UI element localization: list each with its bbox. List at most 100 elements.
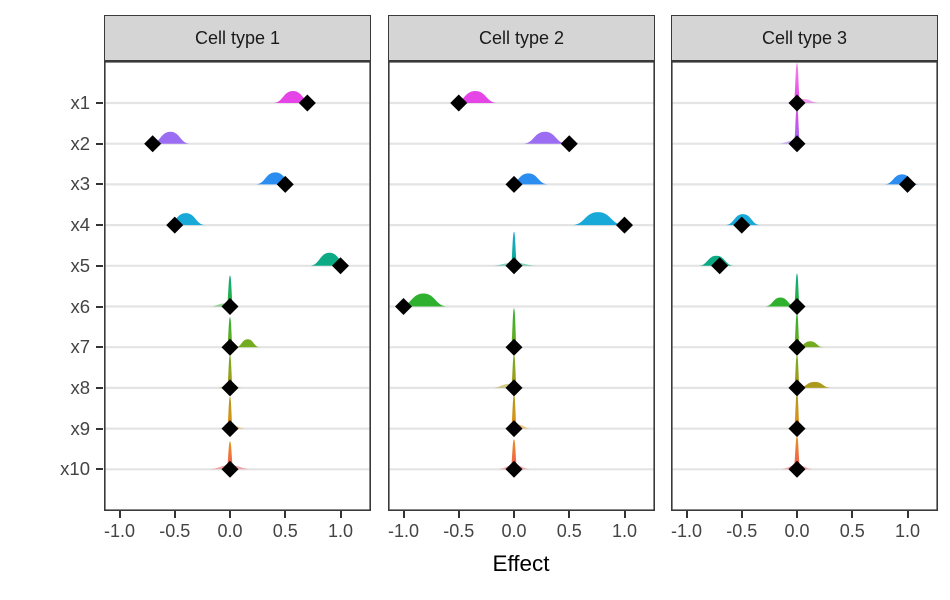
point-diamond-x7 xyxy=(788,338,806,356)
y-tick-mark xyxy=(96,346,103,349)
y-tick-label-x2: x2 xyxy=(70,132,90,154)
y-tick-mark xyxy=(96,427,103,430)
facet-strip-cell-type-1: Cell type 1 xyxy=(104,15,371,61)
ridge-density-x4 xyxy=(571,212,625,226)
point-diamond-x9 xyxy=(221,420,239,438)
ridge-density-x8 xyxy=(793,354,801,388)
point-diamond-x6 xyxy=(221,298,239,315)
point-diamond-x5 xyxy=(505,257,523,275)
ridge-density-x8 xyxy=(510,354,518,388)
ridge-density-x9 xyxy=(226,396,234,429)
facet-label: Cell type 2 xyxy=(478,27,565,48)
point-diamond-x5 xyxy=(711,257,729,275)
y-tick-mark xyxy=(96,386,103,389)
ridge-density-x2 xyxy=(793,107,801,144)
ridge-density-x7 xyxy=(510,308,518,348)
point-diamond-x7 xyxy=(221,338,239,356)
point-diamond-x2 xyxy=(788,135,806,153)
x-tick-label: 0.5 xyxy=(556,521,582,541)
ridge-density-x7 xyxy=(226,317,234,348)
x-tick-label: 0.0 xyxy=(501,521,527,541)
x-tick-label: -1.0 xyxy=(103,521,136,541)
point-diamond-x10 xyxy=(788,460,806,478)
point-diamond-x6 xyxy=(395,298,412,315)
y-tick-mark xyxy=(96,183,103,186)
panel-plot-area-3 xyxy=(671,61,938,511)
x-tick-mark xyxy=(513,511,515,518)
point-diamond-x3 xyxy=(276,175,294,193)
point-diamond-x10 xyxy=(505,460,523,478)
ridge-density-x5 xyxy=(510,231,518,266)
point-diamond-x2 xyxy=(560,135,578,153)
point-diamond-x6 xyxy=(788,298,806,315)
panel-plot-area-1 xyxy=(104,61,371,511)
y-tick-mark xyxy=(96,224,103,227)
x-tick-mark xyxy=(568,511,571,518)
y-tick-label-x6: x6 xyxy=(70,295,90,317)
facet-strip-cell-type-2: Cell type 2 xyxy=(388,15,655,61)
x-tick-label: 1.0 xyxy=(611,521,638,541)
point-diamond-x5 xyxy=(332,257,349,275)
point-diamond-x4 xyxy=(616,216,633,234)
y-tick-label-x1: x1 xyxy=(70,92,90,113)
y-tick-label-x9: x9 xyxy=(70,417,90,439)
point-diamond-x9 xyxy=(505,420,523,438)
point-diamond-x3 xyxy=(505,175,523,193)
ridge-density-x9 xyxy=(793,392,801,429)
ridge-density-x1 xyxy=(793,63,801,103)
x-tick-mark xyxy=(339,511,342,518)
point-diamond-x1 xyxy=(450,94,468,112)
ridge-density-x8 xyxy=(226,354,234,388)
x-tick-mark xyxy=(906,511,909,518)
x-tick-mark xyxy=(457,511,460,518)
x-tick-label: -0.5 xyxy=(726,521,758,541)
y-tick-label-x7: x7 xyxy=(70,336,90,358)
y-tick-mark xyxy=(96,142,103,145)
facet-strip-cell-type-3: Cell type 3 xyxy=(671,15,938,61)
point-diamond-x3 xyxy=(899,175,916,193)
ridge-density-x6 xyxy=(226,275,234,307)
point-diamond-x1 xyxy=(788,94,806,112)
point-diamond-x9 xyxy=(788,420,806,438)
ridge-density-x9 xyxy=(510,394,518,429)
panel-plot-area-2 xyxy=(388,61,655,511)
x-tick-mark xyxy=(229,511,231,518)
x-tick-label: 0.5 xyxy=(272,521,298,541)
x-tick-mark xyxy=(685,511,688,518)
x-tick-label: -0.5 xyxy=(159,521,191,541)
ridge-density-x7 xyxy=(235,339,260,348)
x-tick-mark xyxy=(402,511,405,518)
x-tick-mark xyxy=(740,511,743,518)
y-tick-label-x5: x5 xyxy=(70,254,90,276)
panel-border xyxy=(388,61,655,511)
x-tick-label: 1.0 xyxy=(894,521,921,541)
ridge-density-x10 xyxy=(510,439,518,470)
point-diamond-x8 xyxy=(221,379,239,397)
facet-label: Cell type 3 xyxy=(761,27,848,48)
x-tick-mark xyxy=(796,511,798,518)
y-tick-label-x3: x3 xyxy=(70,173,90,195)
x-tick-mark xyxy=(284,511,287,518)
x-tick-mark xyxy=(851,511,854,518)
point-diamond-x4 xyxy=(733,216,751,234)
ridge-density-x2 xyxy=(150,131,191,144)
x-tick-label: -1.0 xyxy=(670,521,703,541)
facet-label: Cell type 1 xyxy=(194,27,281,48)
x-tick-label: 0.5 xyxy=(839,521,865,541)
x-tick-mark xyxy=(173,511,176,518)
x-tick-label: 1.0 xyxy=(327,521,354,541)
ridge-density-x6 xyxy=(764,297,796,307)
y-tick-mark xyxy=(96,102,103,104)
ridge-density-x6 xyxy=(399,293,448,307)
point-diamond-x8 xyxy=(788,379,806,397)
point-diamond-x2 xyxy=(144,135,162,153)
x-tick-label: -1.0 xyxy=(387,521,420,541)
ridge-density-x8 xyxy=(798,381,832,388)
x-tick-label: 0.0 xyxy=(217,521,243,541)
x-tick-label: -0.5 xyxy=(443,521,475,541)
x-axis-title: Effect xyxy=(492,551,550,576)
x-tick-label: 0.0 xyxy=(784,521,810,541)
point-diamond-x8 xyxy=(505,379,523,397)
panel-border xyxy=(671,61,938,511)
